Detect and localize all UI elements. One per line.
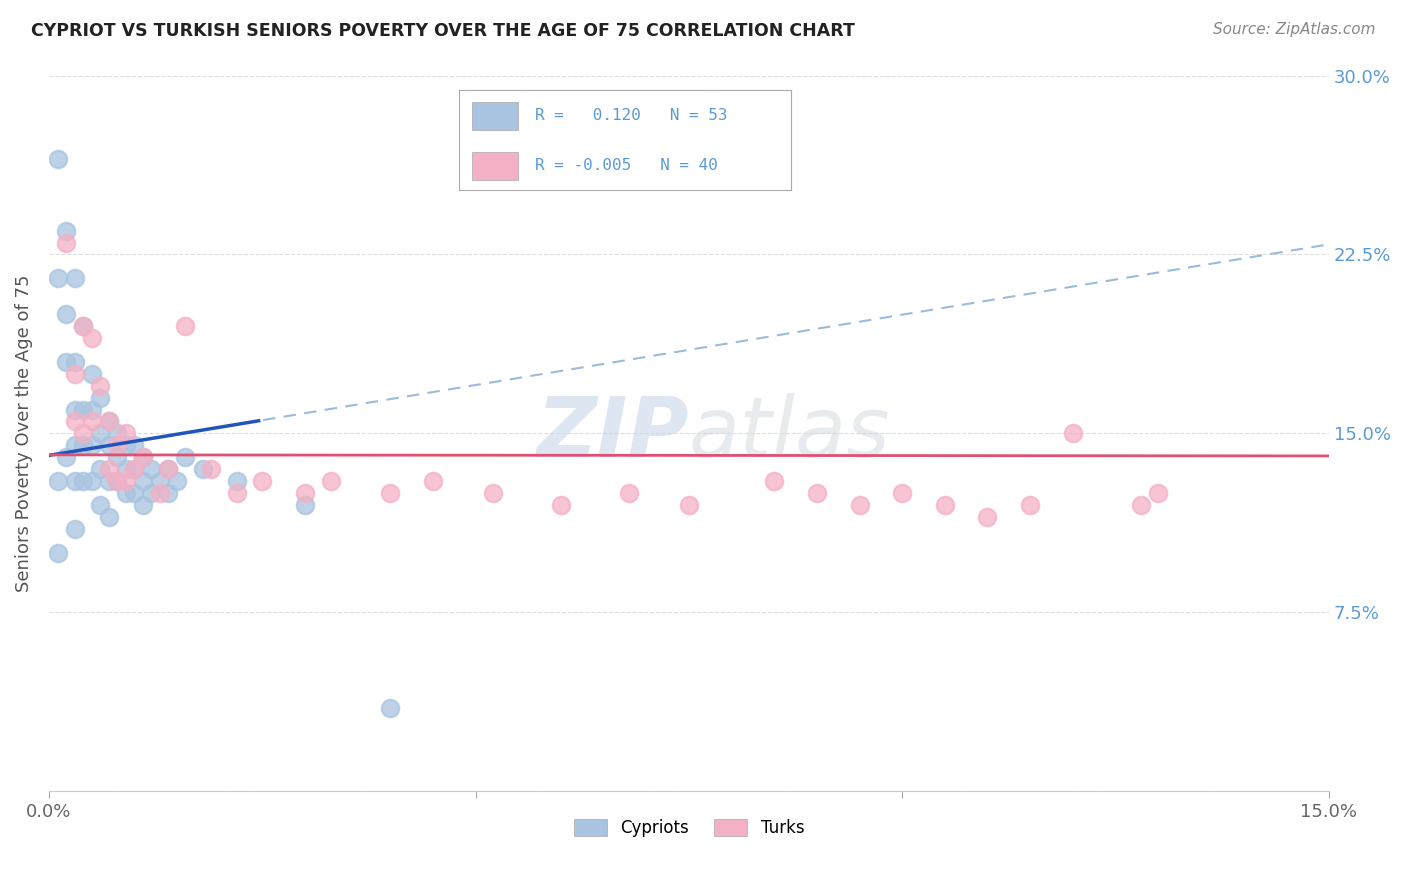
Text: CYPRIOT VS TURKISH SENIORS POVERTY OVER THE AGE OF 75 CORRELATION CHART: CYPRIOT VS TURKISH SENIORS POVERTY OVER … <box>31 22 855 40</box>
Point <box>97 462 120 476</box>
Point <box>157 462 180 476</box>
Point <box>63 271 86 285</box>
Point <box>63 522 86 536</box>
Point <box>200 462 222 476</box>
Point <box>55 355 77 369</box>
Point <box>97 438 120 452</box>
Point <box>481 486 503 500</box>
Point <box>225 486 247 500</box>
Point <box>114 474 136 488</box>
Point <box>114 486 136 500</box>
Point <box>678 498 700 512</box>
Text: atlas: atlas <box>689 392 890 474</box>
Point <box>1019 498 1042 512</box>
Point <box>80 331 103 345</box>
Point <box>763 474 786 488</box>
Point <box>124 462 146 476</box>
Point <box>617 486 640 500</box>
Point <box>89 498 111 512</box>
Point <box>89 391 111 405</box>
Point <box>114 462 136 476</box>
Point <box>105 450 128 465</box>
Point <box>80 474 103 488</box>
Point <box>97 474 120 488</box>
Point <box>252 474 274 488</box>
Point <box>422 474 444 488</box>
Point <box>55 235 77 250</box>
Point <box>80 438 103 452</box>
Point <box>55 450 77 465</box>
Point <box>132 474 155 488</box>
Point <box>63 402 86 417</box>
Point <box>105 438 128 452</box>
Point <box>1130 498 1153 512</box>
Point <box>174 319 197 334</box>
Text: ZIP: ZIP <box>536 392 689 474</box>
Point <box>1062 426 1084 441</box>
Point <box>105 426 128 441</box>
Point <box>149 474 172 488</box>
Point <box>63 474 86 488</box>
Point <box>72 438 94 452</box>
Point <box>63 367 86 381</box>
Point <box>89 426 111 441</box>
Point <box>72 474 94 488</box>
Point <box>976 509 998 524</box>
Point <box>124 486 146 500</box>
Point <box>55 307 77 321</box>
Point <box>97 414 120 428</box>
Point <box>934 498 956 512</box>
Point <box>72 319 94 334</box>
Point <box>46 152 69 166</box>
Point <box>1147 486 1170 500</box>
Point <box>149 486 172 500</box>
Point <box>225 474 247 488</box>
Legend: Cypriots, Turks: Cypriots, Turks <box>567 813 811 844</box>
Point <box>132 450 155 465</box>
Point <box>380 486 402 500</box>
Point <box>72 426 94 441</box>
Point <box>141 462 163 476</box>
Point <box>46 271 69 285</box>
Point <box>114 438 136 452</box>
Point <box>124 438 146 452</box>
Point <box>191 462 214 476</box>
Point <box>294 486 316 500</box>
Point <box>63 414 86 428</box>
Point <box>132 450 155 465</box>
Point <box>132 498 155 512</box>
Point <box>105 474 128 488</box>
Point <box>97 414 120 428</box>
Point <box>63 355 86 369</box>
Point <box>319 474 342 488</box>
Point <box>550 498 572 512</box>
Point <box>166 474 188 488</box>
Point <box>89 378 111 392</box>
Text: Source: ZipAtlas.com: Source: ZipAtlas.com <box>1212 22 1375 37</box>
Y-axis label: Seniors Poverty Over the Age of 75: Seniors Poverty Over the Age of 75 <box>15 275 32 592</box>
Point <box>891 486 914 500</box>
Point <box>80 367 103 381</box>
Point <box>141 486 163 500</box>
Point <box>63 438 86 452</box>
Point <box>46 474 69 488</box>
Point <box>80 414 103 428</box>
Point <box>806 486 828 500</box>
Point <box>46 546 69 560</box>
Point <box>72 402 94 417</box>
Point <box>124 462 146 476</box>
Point <box>174 450 197 465</box>
Point <box>89 462 111 476</box>
Point <box>97 509 120 524</box>
Point <box>848 498 870 512</box>
Point <box>294 498 316 512</box>
Point <box>105 474 128 488</box>
Point <box>114 426 136 441</box>
Point <box>380 700 402 714</box>
Point <box>55 224 77 238</box>
Point <box>157 462 180 476</box>
Point <box>80 402 103 417</box>
Point <box>157 486 180 500</box>
Point <box>72 319 94 334</box>
